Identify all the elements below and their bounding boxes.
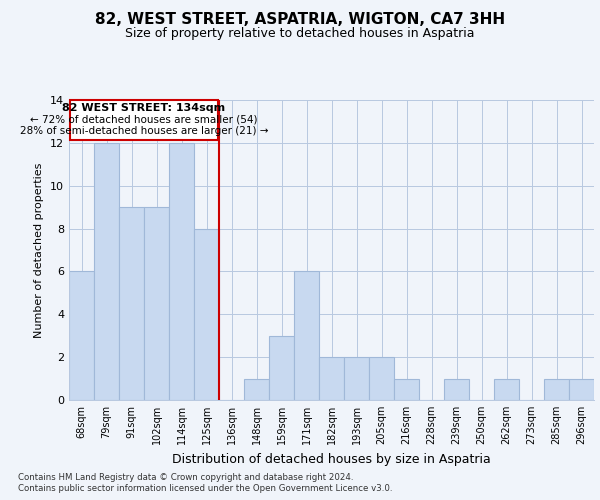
Bar bbox=[144, 207, 169, 400]
Bar bbox=[69, 272, 94, 400]
Bar bbox=[294, 272, 319, 400]
Text: Size of property relative to detached houses in Aspatria: Size of property relative to detached ho… bbox=[125, 28, 475, 40]
Bar bbox=[269, 336, 294, 400]
Text: 82, WEST STREET, ASPATRIA, WIGTON, CA7 3HH: 82, WEST STREET, ASPATRIA, WIGTON, CA7 3… bbox=[95, 12, 505, 28]
FancyBboxPatch shape bbox=[70, 100, 218, 140]
Bar bbox=[544, 378, 569, 400]
Bar bbox=[444, 378, 469, 400]
Bar bbox=[94, 143, 119, 400]
Y-axis label: Number of detached properties: Number of detached properties bbox=[34, 162, 44, 338]
Text: 28% of semi-detached houses are larger (21) →: 28% of semi-detached houses are larger (… bbox=[20, 126, 268, 136]
Bar bbox=[119, 207, 144, 400]
Text: ← 72% of detached houses are smaller (54): ← 72% of detached houses are smaller (54… bbox=[30, 114, 258, 124]
Bar bbox=[194, 228, 219, 400]
Bar bbox=[394, 378, 419, 400]
Bar bbox=[319, 357, 344, 400]
Text: 82 WEST STREET: 134sqm: 82 WEST STREET: 134sqm bbox=[62, 102, 226, 113]
Bar bbox=[369, 357, 394, 400]
Bar bbox=[344, 357, 369, 400]
Text: Contains public sector information licensed under the Open Government Licence v3: Contains public sector information licen… bbox=[18, 484, 392, 493]
X-axis label: Distribution of detached houses by size in Aspatria: Distribution of detached houses by size … bbox=[172, 452, 491, 466]
Bar bbox=[494, 378, 519, 400]
Bar bbox=[569, 378, 594, 400]
Bar bbox=[169, 143, 194, 400]
Bar bbox=[244, 378, 269, 400]
Text: Contains HM Land Registry data © Crown copyright and database right 2024.: Contains HM Land Registry data © Crown c… bbox=[18, 472, 353, 482]
